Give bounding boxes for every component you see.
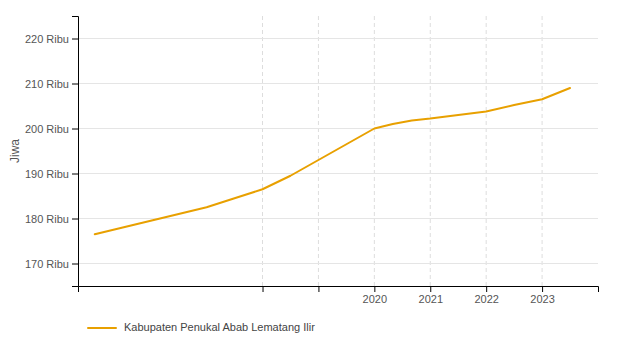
y-axis-title: Jiwa: [8, 139, 22, 163]
y-grid-line: [78, 173, 598, 174]
x-grid-line: [430, 16, 431, 286]
y-axis-tick: 220 Ribu: [25, 33, 78, 45]
x-axis-tick-mark: [542, 286, 543, 292]
x-grid-line: [262, 16, 263, 286]
x-grid-line: [318, 16, 319, 286]
x-axis-tick-label: 2021: [419, 293, 443, 305]
x-axis-tick-mark: [318, 286, 319, 292]
x-axis-tick-mark: [263, 286, 264, 292]
x-grid-line: [374, 16, 375, 286]
y-axis-line: [72, 17, 79, 287]
y-axis: 170 Ribu 180 Ribu 190 Ribu 200 Ribu 210 Ribu…: [25, 17, 79, 287]
legend-swatch: [88, 327, 116, 329]
y-axis-tick-label: 190 Ribu: [25, 168, 69, 180]
x-axis-tick: 2022: [474, 286, 498, 305]
x-axis-tick-label: 2022: [474, 293, 498, 305]
y-axis-tick-label: 180 Ribu: [25, 213, 69, 225]
x-grid-line: [486, 16, 487, 286]
x-axis-tick-mark: [486, 286, 487, 292]
x-axis-tick: [263, 286, 264, 292]
x-axis-tick: 2020: [363, 286, 387, 305]
y-axis-tick-mark: [72, 84, 78, 85]
y-axis-tick-mark: [72, 129, 78, 130]
legend-label: Kabupaten Penukal Abab Lematang Ilir: [124, 321, 315, 333]
x-axis-line: [79, 287, 599, 293]
y-grid-line: [78, 263, 598, 264]
y-axis-tick-label: 210 Ribu: [25, 78, 69, 90]
y-axis-tick: 210 Ribu: [25, 78, 78, 90]
y-axis-tick-label: 200 Ribu: [25, 123, 69, 135]
series-line: [95, 88, 570, 234]
y-axis-tick: 170 Ribu: [25, 258, 78, 270]
x-axis-tick: [318, 286, 319, 292]
y-axis-tick-mark: [72, 264, 78, 265]
y-grid-line: [78, 38, 598, 39]
y-axis-tick: 180 Ribu: [25, 213, 78, 225]
x-axis-tick-label: 2020: [363, 293, 387, 305]
y-grid-line: [78, 83, 598, 84]
x-axis-tick-mark: [430, 286, 431, 292]
y-grid-line: [78, 128, 598, 129]
x-axis-tick: 2023: [530, 286, 554, 305]
marks: [95, 88, 570, 234]
y-axis-tick-mark: [72, 219, 78, 220]
grid: [78, 16, 598, 286]
x-axis-tick-mark: [374, 286, 375, 292]
x-axis-tick: 2021: [419, 286, 443, 305]
plot-area: 2020 2021 2022 2023 170 Ribu 180 Ribu 190 Ribu…: [25, 16, 599, 305]
x-axis: 2020 2021 2022 2023: [79, 286, 599, 305]
y-axis-tick-label: 170 Ribu: [25, 258, 69, 270]
x-grid-line: [542, 16, 543, 286]
legend: Kabupaten Penukal Abab Lematang Ilir: [88, 321, 315, 333]
x-axis-tick-label: 2023: [530, 293, 554, 305]
legend-item: Kabupaten Penukal Abab Lematang Ilir: [88, 321, 315, 333]
y-axis-tick: 190 Ribu: [25, 168, 78, 180]
chart: 2020 2021 2022 2023 170 Ribu 180 Ribu 190 Ribu…: [0, 0, 620, 348]
y-axis-tick-mark: [72, 174, 78, 175]
y-axis-tick-label: 220 Ribu: [25, 33, 69, 45]
y-axis-tick-mark: [72, 39, 78, 40]
y-axis-tick: 200 Ribu: [25, 123, 78, 135]
